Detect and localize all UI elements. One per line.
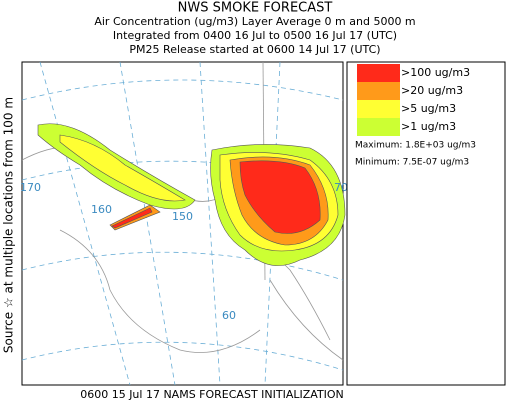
legend-label: >20 ug/m3 xyxy=(401,84,463,97)
legend-swatch xyxy=(357,100,400,118)
subtitle: PM25 Release started at 0600 14 Jul 17 (… xyxy=(129,43,380,56)
footer: 0600 15 Jul 17 NAMS FORECAST INITIALIZAT… xyxy=(80,388,344,401)
subtitle: Air Concentration (ug/m3) Layer Average … xyxy=(94,15,415,28)
minimum-label: Minimum: 7.5E-07 ug/m3 xyxy=(355,158,469,168)
title: NWS SMOKE FORECAST xyxy=(178,1,333,16)
legend-swatch xyxy=(357,82,400,100)
grid-label: 160 xyxy=(91,203,112,216)
grid-label: 170 xyxy=(20,181,41,194)
grid-label: 60 xyxy=(222,309,236,322)
grid-label: 70 xyxy=(334,181,348,194)
side-label: Source ☆ at multiple locations from 100 … xyxy=(2,97,16,353)
subtitle: Integrated from 0400 16 Jul to 0500 16 J… xyxy=(113,29,397,42)
legend-swatch xyxy=(357,118,400,136)
legend-label: >5 ug/m3 xyxy=(401,102,456,115)
map: 170 160 150 60 70 xyxy=(20,61,348,386)
legend-swatch xyxy=(357,64,400,82)
grid-label: 150 xyxy=(172,210,193,223)
legend-label: >1 ug/m3 xyxy=(401,120,456,133)
legend-label: >100 ug/m3 xyxy=(401,66,470,79)
maximum-label: Maximum: 1.8E+03 ug/m3 xyxy=(355,141,476,151)
legend: Maximum: 1.8E+03 ug/m3 Minimum: 7.5E-07 … xyxy=(346,61,506,386)
